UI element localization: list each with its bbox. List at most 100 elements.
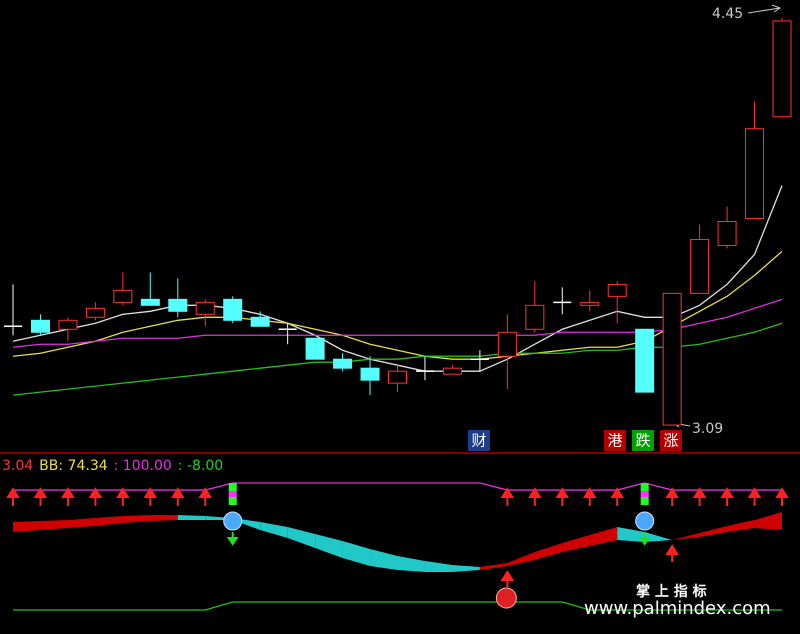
- signal-arrow: [555, 487, 570, 506]
- band-segment: [287, 526, 316, 549]
- candle-body: [85, 307, 105, 318]
- badge-bg: [468, 430, 490, 451]
- signal-arrow: [33, 487, 48, 506]
- band-segment: [644, 532, 673, 543]
- candle-body: [223, 298, 243, 321]
- band-segment: [507, 552, 535, 567]
- signal-arrow: [6, 487, 20, 506]
- candle-body: [113, 289, 133, 303]
- band-segment: [562, 534, 590, 553]
- badge: 港: [607, 432, 622, 450]
- candle-body: [662, 292, 682, 426]
- band-segment: [672, 532, 700, 541]
- signal-arrow: [775, 487, 789, 506]
- signal-arrow: [528, 487, 542, 506]
- band-segment: [424, 560, 453, 573]
- band-segment: [67, 518, 96, 529]
- band-segment: [617, 526, 645, 543]
- candle-body: [195, 301, 215, 315]
- signal-arrow: [61, 487, 75, 506]
- indicator-header: 3.04 BB: 74.34 : 100.00 : -8.00: [2, 458, 223, 474]
- candle-body: [525, 304, 545, 330]
- high-label: 4.45: [712, 6, 743, 22]
- high-arrow: [747, 4, 782, 14]
- band-segment: [177, 514, 206, 521]
- signal-block: [228, 491, 237, 497]
- signal-arrow: [610, 487, 625, 506]
- signal-arrow: [638, 532, 651, 546]
- signal-arrow: [665, 487, 679, 506]
- signal-arrow: [720, 487, 734, 506]
- candle-body: [388, 370, 407, 384]
- signal-block: [228, 497, 237, 505]
- badge: 财: [471, 432, 486, 450]
- candle-body: [607, 283, 627, 297]
- candle-body: [168, 298, 188, 312]
- badge-bg: [604, 430, 626, 451]
- signal-arrow: [116, 487, 130, 506]
- signal-arrow: [143, 487, 158, 506]
- candle-body: [580, 301, 600, 306]
- band-segment: [342, 540, 371, 567]
- signal-arrow: [582, 487, 597, 506]
- band-segment: [122, 514, 151, 523]
- header-item: BB: 74.34: [39, 458, 108, 474]
- signal-arrow: [692, 487, 707, 506]
- band-segment: [479, 562, 508, 571]
- band-segment: [754, 512, 782, 531]
- candle-body: [333, 358, 353, 369]
- signal-arrow: [665, 544, 679, 562]
- indicator-line: [13, 482, 782, 491]
- signal-ball: [495, 587, 517, 609]
- candle-body: [772, 20, 792, 118]
- candle-body: [250, 316, 270, 327]
- candle-body: [442, 367, 462, 375]
- header-item: : -8.00: [178, 458, 223, 474]
- candle-body: [30, 319, 50, 333]
- signal-arrow: [747, 487, 762, 506]
- band-segment: [452, 564, 480, 573]
- band-segment: [589, 526, 618, 547]
- badge-bg: [632, 430, 654, 451]
- watermark-url: www.palmindex.com: [584, 598, 771, 619]
- badge: 跌: [635, 432, 650, 450]
- signal-arrow: [500, 570, 515, 588]
- low-label: 3.09: [692, 421, 723, 437]
- header-item: : 100.00: [114, 458, 172, 474]
- band-segment: [13, 520, 41, 533]
- candle-body: [305, 337, 325, 360]
- band-segment: [260, 522, 288, 539]
- candle-body: [497, 331, 517, 357]
- indicator-panel: [6, 482, 789, 611]
- candle-body: [745, 128, 765, 220]
- signal-arrow: [198, 487, 213, 506]
- badge-bg: [660, 430, 682, 451]
- header-item: 3.04: [2, 458, 33, 474]
- signal-arrow: [500, 487, 515, 506]
- candle-body: [360, 367, 380, 381]
- signal-ball: [635, 511, 655, 531]
- badge: 涨: [663, 432, 678, 450]
- candle-body: [690, 238, 710, 294]
- band-segment: [315, 534, 343, 559]
- signal-block: [640, 497, 649, 505]
- candle-body: [717, 221, 737, 246]
- indicator-line: [13, 601, 782, 611]
- band-segment: [699, 526, 728, 537]
- signal-ball: [223, 511, 243, 531]
- band-segment: [397, 556, 425, 573]
- candle-body: [140, 298, 160, 306]
- signal-block: [640, 483, 649, 491]
- band-segment: [727, 520, 755, 533]
- band-segment: [40, 520, 68, 531]
- signal-arrow: [170, 487, 185, 506]
- candle-body: [635, 328, 655, 393]
- watermark-title: 掌 上 指 标: [636, 583, 707, 600]
- signal-block: [228, 483, 237, 491]
- band-segment: [150, 514, 178, 521]
- signal-arrow: [226, 532, 239, 546]
- signal-block: [640, 491, 649, 497]
- band-segment: [370, 548, 398, 571]
- band-segment: [534, 542, 563, 561]
